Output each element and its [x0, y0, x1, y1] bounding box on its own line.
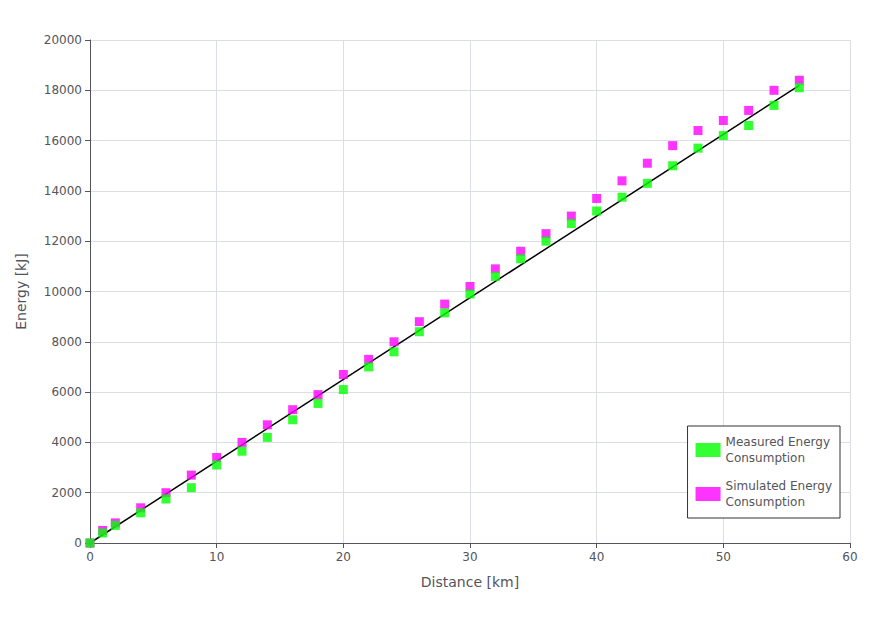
- svg-text:50: 50: [716, 550, 731, 564]
- svg-text:Measured Energy: Measured Energy: [726, 435, 830, 449]
- svg-text:Consumption: Consumption: [726, 451, 805, 465]
- svg-text:2000: 2000: [51, 486, 82, 500]
- svg-text:4000: 4000: [51, 435, 82, 449]
- svg-text:10000: 10000: [44, 285, 82, 299]
- svg-text:12000: 12000: [44, 234, 82, 248]
- svg-text:14000: 14000: [44, 184, 82, 198]
- svg-text:8000: 8000: [51, 335, 82, 349]
- svg-text:18000: 18000: [44, 83, 82, 97]
- svg-text:Simulated Energy: Simulated Energy: [726, 479, 832, 493]
- svg-text:60: 60: [842, 550, 857, 564]
- svg-text:Energy [kJ]: Energy [kJ]: [13, 253, 29, 330]
- svg-text:Distance [km]: Distance [km]: [421, 574, 519, 590]
- svg-text:30: 30: [462, 550, 477, 564]
- svg-text:6000: 6000: [51, 385, 82, 399]
- svg-text:0: 0: [74, 536, 82, 550]
- svg-text:20000: 20000: [44, 33, 82, 47]
- svg-text:16000: 16000: [44, 134, 82, 148]
- svg-text:10: 10: [209, 550, 224, 564]
- svg-text:40: 40: [589, 550, 604, 564]
- svg-text:0: 0: [86, 550, 94, 564]
- svg-text:Consumption: Consumption: [726, 495, 805, 509]
- svg-text:20: 20: [336, 550, 351, 564]
